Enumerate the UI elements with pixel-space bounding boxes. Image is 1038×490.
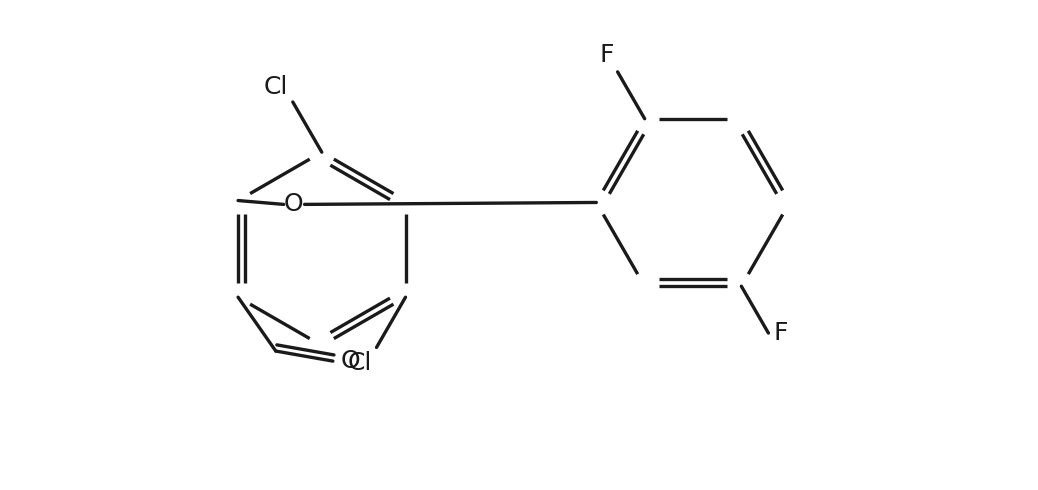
- Text: F: F: [773, 321, 788, 345]
- Text: F: F: [599, 43, 613, 67]
- Text: Cl: Cl: [264, 75, 289, 99]
- Text: Cl: Cl: [348, 350, 372, 374]
- Text: O: O: [340, 349, 360, 373]
- Text: O: O: [284, 193, 303, 217]
